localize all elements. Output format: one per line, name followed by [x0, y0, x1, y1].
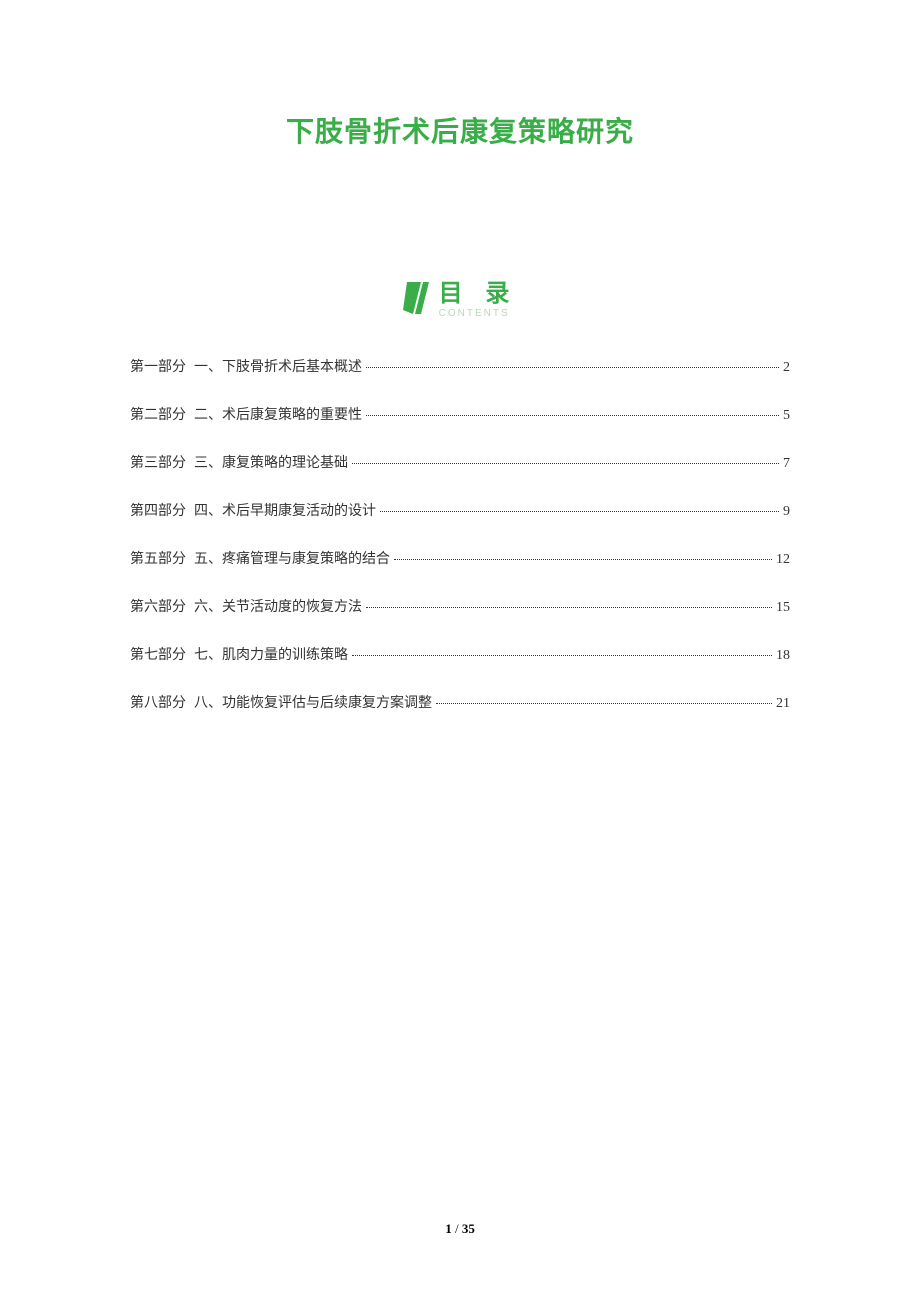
- total-pages-number: 35: [462, 1221, 475, 1236]
- toc-item-text: 七、肌肉力量的训练策略: [194, 644, 348, 664]
- toc-item-text: 八、功能恢复评估与后续康复方案调整: [194, 692, 432, 712]
- toc-dots: [352, 655, 772, 656]
- toc-page-number: 7: [783, 456, 790, 472]
- toc-page-number: 21: [776, 696, 790, 712]
- toc-item-text: 五、疼痛管理与康复策略的结合: [194, 548, 390, 568]
- toc-item: 第三部分 三、康复策略的理论基础 7: [130, 452, 790, 472]
- toc-item-text: 四、术后早期康复活动的设计: [194, 500, 376, 520]
- toc-item-text: 六、关节活动度的恢复方法: [194, 596, 362, 616]
- page-footer: 1 / 35: [0, 1221, 920, 1237]
- toc-part-label: 第二部分: [130, 404, 186, 424]
- page-container: 下肢骨折术后康复策略研究 目 录 CONTENTS 第一部分 一、下肢骨折术后基…: [0, 0, 920, 712]
- document-title: 下肢骨折术后康复策略研究: [130, 110, 790, 150]
- toc-page-number: 2: [783, 360, 790, 376]
- toc-part-label: 第七部分: [130, 644, 186, 664]
- toc-dots: [436, 703, 772, 704]
- toc-page-number: 5: [783, 408, 790, 424]
- toc-page-number: 15: [776, 600, 790, 616]
- toc-page-number: 12: [776, 552, 790, 568]
- toc-item-text: 三、康复策略的理论基础: [194, 452, 348, 472]
- toc-item: 第五部分 五、疼痛管理与康复策略的结合 12: [130, 548, 790, 568]
- toc-part-label: 第四部分: [130, 500, 186, 520]
- toc-item: 第四部分 四、术后早期康复活动的设计 9: [130, 500, 790, 520]
- toc-icon: [403, 280, 431, 321]
- page-separator: /: [452, 1221, 462, 1236]
- toc-item: 第一部分 一、下肢骨折术后基本概述 2: [130, 356, 790, 376]
- toc-item: 第八部分 八、功能恢复评估与后续康复方案调整 21: [130, 692, 790, 712]
- toc-dots: [352, 463, 779, 464]
- toc-part-label: 第八部分: [130, 692, 186, 712]
- toc-title-group: 目 录 CONTENTS: [439, 282, 518, 319]
- toc-dots: [380, 511, 779, 512]
- toc-heading: 目 录: [439, 282, 518, 306]
- toc-part-label: 第三部分: [130, 452, 186, 472]
- toc-item-text: 二、术后康复策略的重要性: [194, 404, 362, 424]
- toc-item: 第七部分 七、肌肉力量的训练策略 18: [130, 644, 790, 664]
- toc-item-text: 一、下肢骨折术后基本概述: [194, 356, 362, 376]
- toc-dots: [366, 607, 772, 608]
- toc-page-number: 9: [783, 504, 790, 520]
- toc-part-label: 第五部分: [130, 548, 186, 568]
- toc-item: 第六部分 六、关节活动度的恢复方法 15: [130, 596, 790, 616]
- toc-part-label: 第一部分: [130, 356, 186, 376]
- toc-page-number: 18: [776, 648, 790, 664]
- toc-part-label: 第六部分: [130, 596, 186, 616]
- toc-dots: [366, 415, 779, 416]
- toc-subheading: CONTENTS: [439, 308, 510, 319]
- toc-header: 目 录 CONTENTS: [130, 280, 790, 321]
- toc-dots: [366, 367, 779, 368]
- toc-item: 第二部分 二、术后康复策略的重要性 5: [130, 404, 790, 424]
- toc-list: 第一部分 一、下肢骨折术后基本概述 2 第二部分 二、术后康复策略的重要性 5 …: [130, 356, 790, 712]
- toc-dots: [394, 559, 772, 560]
